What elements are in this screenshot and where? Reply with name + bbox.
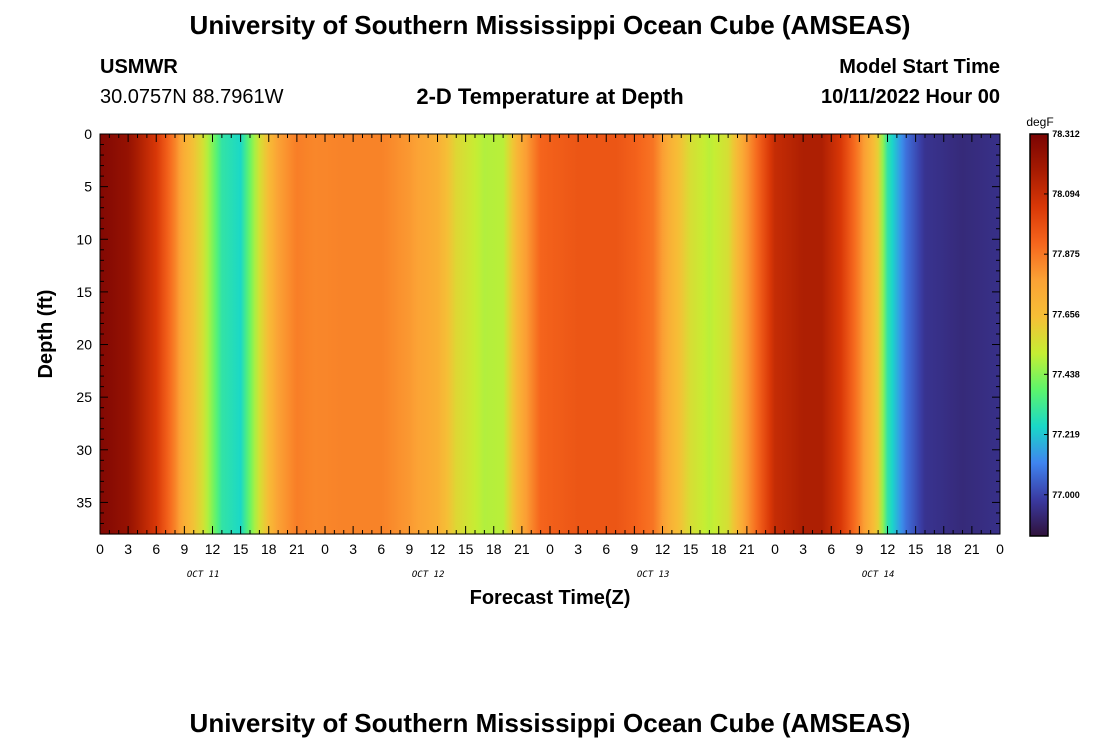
- date-label: OCT 14: [862, 570, 895, 580]
- heatmap-row: [100, 365, 1000, 388]
- x-tick-label: 15: [683, 541, 699, 557]
- x-tick-label: 6: [602, 541, 610, 557]
- x-tick-label: 21: [289, 541, 305, 557]
- y-tick-label: 5: [84, 179, 92, 195]
- x-tick-label: 18: [936, 541, 952, 557]
- heatmap-row: [100, 428, 1000, 451]
- heatmap-row: [100, 176, 1000, 198]
- date-label: OCT 12: [412, 570, 445, 580]
- colorbar-scale: [1029, 133, 1049, 537]
- heatmap-row: [100, 260, 1000, 282]
- x-tick-label: 18: [261, 541, 277, 557]
- colorbar-label: 77.438: [1052, 369, 1080, 379]
- x-tick-label: 21: [514, 541, 530, 557]
- y-tick-label: 10: [76, 231, 92, 247]
- heatmap-row: [100, 344, 1000, 367]
- y-tick-label: 30: [76, 442, 92, 458]
- station-name: USMWR: [100, 56, 178, 78]
- x-tick-label: 21: [739, 541, 755, 557]
- colorbar-label: 77.656: [1052, 309, 1080, 319]
- heatmap-row: [100, 239, 1000, 261]
- colorbar-label: 77.219: [1052, 430, 1080, 440]
- colorbar-label: 77.875: [1052, 249, 1080, 259]
- x-tick-label: 9: [855, 541, 863, 557]
- colorbar: degF 78.312 78.094 77.875 77.656 77.438 77.21…: [1026, 115, 1080, 537]
- x-tick-label: 15: [233, 541, 249, 557]
- page-title: University of Southern Mississippi Ocean…: [189, 10, 911, 40]
- model-start-value: 10/11/2022 Hour 00: [820, 86, 1000, 108]
- model-start-label: Model Start Time: [839, 56, 1000, 78]
- heatmap-row: [100, 449, 1000, 472]
- colorbar-label: 78.094: [1052, 189, 1080, 199]
- x-tick-label: 0: [96, 541, 104, 557]
- x-tick-label: 12: [655, 541, 671, 557]
- x-tick-label: 0: [546, 541, 554, 557]
- x-tick-label: 12: [430, 541, 446, 557]
- heatmap-row: [100, 323, 1000, 346]
- heatmap-row: [100, 407, 1000, 430]
- colorbar-unit: degF: [1026, 115, 1053, 129]
- x-tick-label: 12: [880, 541, 896, 557]
- date-label: OCT 11: [187, 570, 220, 580]
- axes: 0 3 6 9 12 15 18 21 0 3 6 9 12 15 18 21 0 3 6 9 12 15 18 21 0 3 6 9…: [76, 126, 1004, 580]
- x-tick-label: 18: [486, 541, 502, 557]
- x-tick-label: 15: [458, 541, 474, 557]
- y-tick-label: 15: [76, 284, 92, 300]
- y-tick-label: 25: [76, 389, 92, 405]
- colorbar-label: 78.312: [1052, 129, 1080, 139]
- x-tick-label: 6: [152, 541, 160, 557]
- x-tick-label: 18: [711, 541, 727, 557]
- x-tick-label: 3: [349, 541, 357, 557]
- x-tick-label: 6: [827, 541, 835, 557]
- heatmap-row: [100, 155, 1000, 177]
- x-tick-label: 0: [321, 541, 329, 557]
- x-tick-label: 21: [964, 541, 980, 557]
- footer-title: University of Southern Mississippi Ocean…: [189, 708, 911, 738]
- x-tick-label: 9: [405, 541, 413, 557]
- station-coordinates: 30.0757N 88.7961W: [100, 86, 284, 108]
- x-tick-label: 6: [377, 541, 385, 557]
- x-tick-label: 12: [205, 541, 221, 557]
- date-label: OCT 13: [637, 570, 670, 580]
- heatmap: [100, 134, 1000, 535]
- heatmap-row: [100, 491, 1000, 514]
- x-tick-label: 9: [180, 541, 188, 557]
- x-axis-title: Forecast Time(Z): [470, 587, 631, 609]
- heatmap-row: [100, 281, 1000, 304]
- y-tick-label: 0: [84, 126, 92, 142]
- heatmap-row: [100, 218, 1000, 240]
- x-tick-label: 0: [996, 541, 1004, 557]
- x-tick-label: 3: [124, 541, 132, 557]
- y-tick-label: 35: [76, 494, 92, 510]
- heatmap-row: [100, 302, 1000, 325]
- heatmap-row: [100, 197, 1000, 219]
- x-tick-label: 0: [771, 541, 779, 557]
- heatmap-row: [100, 470, 1000, 493]
- heatmap-row: [100, 386, 1000, 409]
- y-tick-label: 20: [76, 337, 92, 353]
- chart-subtitle: 2-D Temperature at Depth: [416, 84, 684, 109]
- x-tick-label: 3: [574, 541, 582, 557]
- x-tick-label: 9: [630, 541, 638, 557]
- x-tick-label: 15: [908, 541, 924, 557]
- colorbar-label: 77.000: [1052, 490, 1080, 500]
- y-axis-title: Depth (ft): [35, 290, 57, 379]
- x-tick-label: 3: [799, 541, 807, 557]
